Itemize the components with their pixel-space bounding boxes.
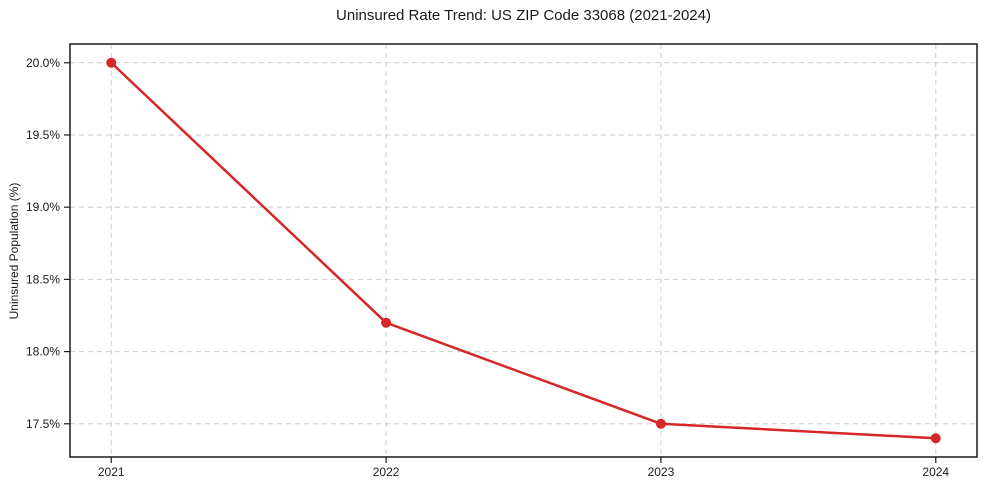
y-tick-label: 17.5%	[26, 417, 60, 431]
x-tick-label: 2023	[648, 465, 675, 479]
y-tick-label: 18.5%	[26, 272, 60, 286]
data-point-marker	[930, 433, 941, 444]
y-tick-label: 18.0%	[26, 345, 60, 359]
x-tick-label: 2022	[373, 465, 400, 479]
data-point-marker	[655, 418, 666, 429]
plot-border	[69, 43, 978, 458]
x-tick-label: 2021	[98, 465, 125, 479]
data-point-marker	[106, 57, 117, 68]
data-point-marker	[381, 317, 392, 328]
y-tick-label: 19.0%	[26, 200, 60, 214]
x-tick-label: 2024	[922, 465, 949, 479]
chart-title: Uninsured Rate Trend: US ZIP Code 33068 …	[336, 7, 711, 24]
y-axis-title: Uninsured Population (%)	[7, 182, 21, 320]
y-tick-label: 19.5%	[26, 128, 60, 142]
trend-line	[109, 61, 938, 440]
y-tick-label: 20.0%	[26, 56, 60, 70]
